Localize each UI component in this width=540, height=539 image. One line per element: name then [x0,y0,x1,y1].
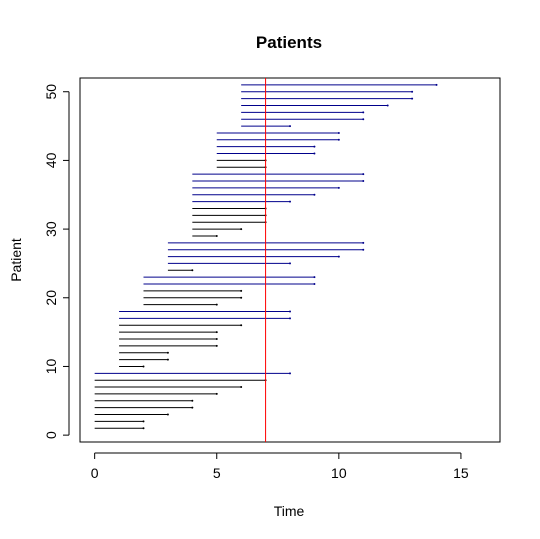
patient-endpoint-5 [191,399,194,402]
patient-endpoint-21 [240,289,243,292]
patient-endpoint-18 [289,310,291,313]
patient-endpoint-51 [435,83,438,86]
y-tick-label-20: 20 [43,290,59,306]
plot-frame [79,77,501,443]
y-tick-label-30: 30 [43,221,59,237]
y-tick-label-40: 40 [43,152,59,168]
patient-endpoint-49 [411,97,414,100]
x-axis-label: Time [274,503,305,519]
patient-endpoint-14 [215,337,218,340]
patient-endpoint-47 [362,111,365,114]
patient-endpoint-22 [313,283,316,286]
x-axis: 0 5 10 15 [91,452,469,481]
patient-endpoint-17 [289,317,291,320]
patient-endpoint-37 [362,180,365,183]
patient-endpoint-15 [215,331,218,334]
x-tick-label-5: 5 [213,465,221,481]
patient-endpoint-50 [411,90,414,93]
patient-endpoint-25 [289,262,291,265]
patient-endpoint-27 [362,248,365,251]
patient-endpoint-6 [215,392,218,395]
y-tick-label-50: 50 [43,84,59,100]
patient-endpoint-11 [166,358,169,361]
segments-layer [94,78,438,442]
patient-endpoint-16 [240,324,243,327]
y-axis: 0 10 20 30 40 50 [43,84,70,439]
patient-endpoint-43 [337,138,340,141]
patient-endpoint-2 [142,420,145,423]
x-tick-label-15: 15 [453,465,469,481]
patient-endpoint-1 [142,427,145,430]
patient-endpoint-13 [215,344,218,347]
patient-endpoint-20 [240,296,243,299]
patient-endpoint-3 [166,413,169,416]
patient-endpoint-46 [362,118,365,121]
patient-endpoint-35 [313,193,316,196]
patient-endpoint-30 [240,228,243,231]
patient-endpoint-28 [362,241,365,244]
patient-endpoint-10 [142,365,145,368]
patient-endpoint-42 [313,145,316,148]
patient-endpoint-26 [337,255,340,258]
chart-title: Patients [256,33,322,52]
patient-endpoint-12 [166,351,169,354]
x-tick-label-10: 10 [331,465,347,481]
patient-endpoint-24 [191,269,194,272]
y-tick-label-0: 0 [43,431,59,439]
patient-endpoint-34 [289,200,291,203]
patient-endpoint-4 [191,406,194,409]
patient-endpoint-48 [386,104,389,107]
patient-endpoint-9 [289,372,291,375]
patient-endpoint-7 [240,386,243,389]
patient-endpoint-19 [215,303,218,306]
patient-endpoint-38 [362,173,365,176]
patient-endpoint-45 [289,125,291,128]
patient-endpoint-44 [337,131,340,134]
y-tick-label-10: 10 [43,358,59,374]
patient-endpoint-29 [215,234,218,237]
patient-endpoint-23 [313,276,316,279]
patient-endpoint-36 [337,186,340,189]
x-tick-label-0: 0 [91,465,99,481]
patient-endpoint-41 [313,152,316,155]
y-axis-label: Patient [8,238,24,282]
